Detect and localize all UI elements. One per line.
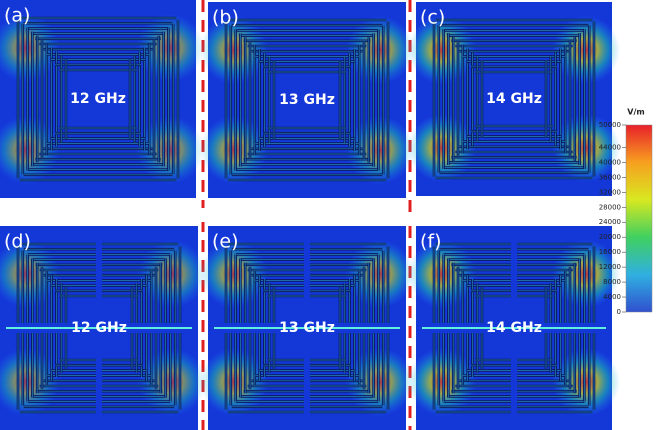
field-glow xyxy=(0,116,60,184)
colorbar-tick-label: 8000 xyxy=(603,278,621,286)
field-glow xyxy=(0,14,60,82)
colorbar-tick-label: 28000 xyxy=(599,203,621,211)
colorbar xyxy=(625,124,653,313)
colorbar-unit: V/m xyxy=(627,108,644,117)
colorbar-tick-label: 4000 xyxy=(603,293,621,301)
panel: (d) 12 GHz xyxy=(0,226,206,430)
colorbar-tick-label: 12000 xyxy=(599,263,621,271)
frequency-label: 14 GHz xyxy=(486,91,542,107)
field-glow xyxy=(0,348,60,416)
colorbar-tick-label: 50000 xyxy=(599,121,621,129)
colorbar-tick-label: 40000 xyxy=(599,158,621,166)
colorbar-tick-label: 24000 xyxy=(599,218,621,226)
colorbar-tick-label: 32000 xyxy=(599,188,621,196)
panel-label: (f) xyxy=(420,231,442,253)
panel: (e) 13 GHz xyxy=(200,226,414,430)
colorbar-tick-label: 16000 xyxy=(599,248,621,256)
panel-label: (a) xyxy=(4,5,30,27)
panel: (a) 12 GHz xyxy=(0,0,204,198)
panel-label: (d) xyxy=(4,231,31,253)
colorbar-tick-label: 20000 xyxy=(599,233,621,241)
frequency-label: 13 GHz xyxy=(279,92,335,108)
frequency-label: 13 GHz xyxy=(279,320,335,336)
panel: (b) 13 GHz xyxy=(200,2,414,198)
field-glow xyxy=(0,240,60,308)
panel-label: (b) xyxy=(212,7,239,29)
frequency-label: 12 GHz xyxy=(71,320,127,336)
colorbar-tick-label: 44000 xyxy=(599,143,621,151)
panel-label: (c) xyxy=(420,7,445,29)
panel-label: (e) xyxy=(212,231,239,253)
panel: (f) 14 GHz xyxy=(408,226,620,430)
colorbar-tick-label: 0 xyxy=(617,308,621,316)
colorbar-tick-label: 36000 xyxy=(599,173,621,181)
frequency-label: 12 GHz xyxy=(70,91,126,107)
frequency-label: 14 GHz xyxy=(486,320,542,336)
panel: (c) 14 GHz xyxy=(408,2,620,196)
